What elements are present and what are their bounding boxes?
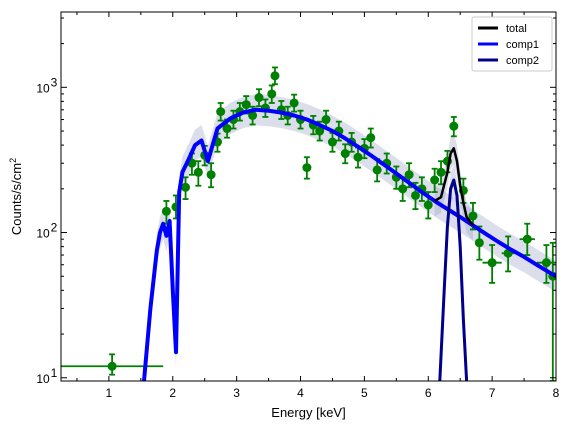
data-point <box>536 244 556 284</box>
model-curves-layer <box>142 107 556 381</box>
series-comp2 <box>438 178 469 381</box>
data-point-marker <box>468 211 478 221</box>
data-point-marker <box>216 107 226 117</box>
x-tick-label: 7 <box>489 386 496 400</box>
band-total <box>434 132 473 241</box>
legend-label: comp1 <box>506 39 539 51</box>
data-point <box>321 109 331 130</box>
data-point <box>430 167 440 193</box>
data-point-marker <box>449 121 459 131</box>
data-point-marker <box>353 152 363 162</box>
data-point <box>302 156 312 180</box>
legend-box <box>471 16 553 72</box>
legend-label: comp2 <box>506 55 539 67</box>
y-tick-label-exponent: 3 <box>51 75 58 89</box>
x-axis-label: Energy [keV] <box>271 405 345 420</box>
data-point-marker <box>193 167 203 177</box>
data-point-marker <box>161 206 171 216</box>
x-tick-label: 4 <box>297 386 304 400</box>
data-point <box>315 120 325 142</box>
data-point-marker <box>222 124 232 134</box>
y-tick-label: 10 <box>36 372 50 386</box>
data-point <box>366 127 376 149</box>
plot-frame <box>60 11 557 382</box>
data-point-marker <box>206 170 216 180</box>
data-point <box>474 225 484 261</box>
data-point-marker <box>302 163 312 173</box>
data-point-marker <box>404 170 414 180</box>
data-point <box>340 143 350 165</box>
legend-item-total: total <box>478 23 527 35</box>
x-tick-label: 5 <box>361 386 368 400</box>
data-point-marker <box>241 100 251 110</box>
x-tick-label: 8 <box>553 386 560 400</box>
legend-item-comp2: comp2 <box>478 55 539 67</box>
y-tick-label: 10 <box>36 227 50 241</box>
data-point-marker <box>248 110 258 120</box>
data-point-marker <box>366 133 376 143</box>
data-point-marker <box>541 258 551 268</box>
data-point-marker <box>372 165 382 175</box>
data-point <box>449 116 459 138</box>
data-point-marker <box>423 200 433 210</box>
x-tick-label: 3 <box>233 386 240 400</box>
data-point-marker <box>487 258 497 268</box>
data-point-marker <box>522 234 532 244</box>
data-point-marker <box>474 238 484 248</box>
data-point-marker <box>321 115 331 125</box>
legend: total comp1 comp2 <box>471 16 553 72</box>
data-point <box>519 222 535 256</box>
data-point <box>181 176 191 200</box>
data-point-marker <box>289 98 299 108</box>
data-point-marker <box>267 89 277 99</box>
data-point <box>254 88 264 108</box>
y-tick-label-exponent: 2 <box>51 221 58 235</box>
x-tick-label: 1 <box>106 386 113 400</box>
y-axis-label-text: Counts/s/cm <box>9 163 24 235</box>
data-point-marker <box>327 137 337 147</box>
data-point-marker <box>410 190 420 200</box>
data-point <box>289 93 299 113</box>
data-point <box>206 162 216 189</box>
x-tick-label: 2 <box>169 386 176 400</box>
legend-label: total <box>506 23 527 35</box>
data-point-marker <box>340 149 350 159</box>
data-point-marker <box>315 126 325 136</box>
data-point-marker <box>398 184 408 194</box>
data-point <box>482 244 502 284</box>
data-point-marker <box>430 175 440 185</box>
data-point <box>216 102 226 122</box>
data-point-marker <box>254 93 264 103</box>
data-point-marker <box>270 71 280 81</box>
data-point-marker <box>107 361 117 371</box>
data-point <box>270 66 280 86</box>
legend-item-comp1: comp1 <box>478 39 539 51</box>
data-point <box>436 160 446 186</box>
y-axis-label-superscript: 2 <box>8 158 18 163</box>
data-point-marker <box>436 167 446 177</box>
data-point <box>193 160 203 187</box>
y-tick-label: 10 <box>36 81 50 95</box>
x-tick-label: 6 <box>425 386 432 400</box>
data-point-marker <box>181 182 191 192</box>
y-axis-label: Counts/s/cm2 <box>8 158 24 235</box>
y-tick-label-exponent: 1 <box>51 366 58 380</box>
data-point <box>267 84 277 104</box>
series-total <box>433 147 474 227</box>
